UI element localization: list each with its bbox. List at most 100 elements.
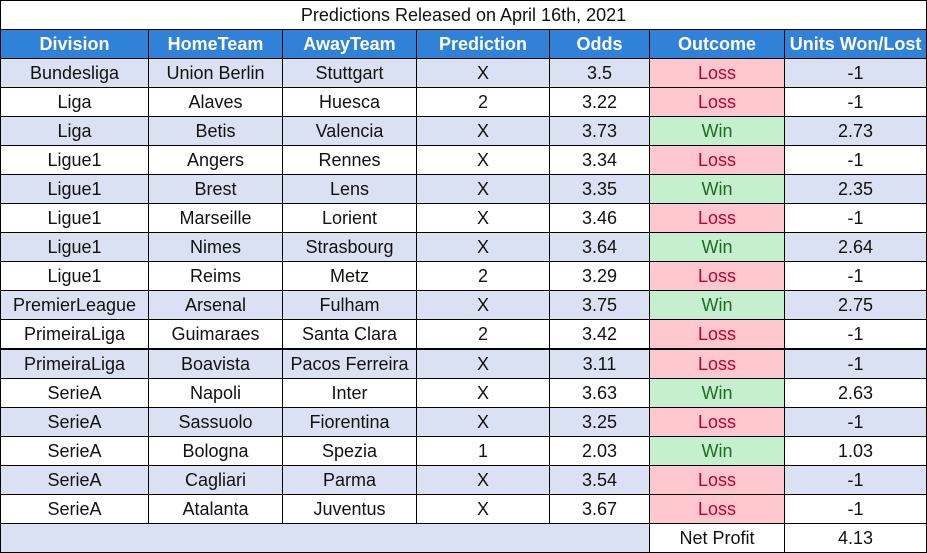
cell-units: 1.03 xyxy=(783,436,927,466)
cell-away-team: Fulham xyxy=(282,290,417,320)
cell-outcome: Loss xyxy=(649,145,785,175)
cell-units: 2.75 xyxy=(783,290,927,320)
cell-outcome: Win xyxy=(649,174,785,204)
cell-away-team: Juventus xyxy=(282,494,417,524)
cell-outcome: Win xyxy=(649,436,785,466)
cell-division: Liga xyxy=(0,87,149,117)
table-row: Ligue1 Brest Lens X 3.35 Win 2.35 xyxy=(0,174,927,204)
cell-away-team: Valencia xyxy=(282,116,417,146)
cell-odds: 2.03 xyxy=(549,436,650,466)
cell-units: -1 xyxy=(783,58,927,88)
table-row: Liga Alaves Huesca 2 3.22 Loss -1 xyxy=(0,87,927,117)
cell-home-team: Alaves xyxy=(148,87,283,117)
cell-outcome: Loss xyxy=(649,261,785,291)
column-header-prediction: Prediction xyxy=(416,29,550,59)
cell-units: -1 xyxy=(783,203,927,233)
cell-odds: 3.29 xyxy=(549,261,650,291)
cell-away-team: Lens xyxy=(282,174,417,204)
cell-home-team: Bologna xyxy=(148,436,283,466)
cell-division: Ligue1 xyxy=(0,203,149,233)
cell-home-team: Nimes xyxy=(148,232,283,262)
cell-units: -1 xyxy=(783,407,927,437)
cell-home-team: Arsenal xyxy=(148,290,283,320)
cell-home-team: Brest xyxy=(148,174,283,204)
cell-outcome: Loss xyxy=(649,465,785,495)
cell-odds: 3.63 xyxy=(549,378,650,408)
table-row: Ligue1 Reims Metz 2 3.29 Loss -1 xyxy=(0,261,927,291)
cell-outcome: Win xyxy=(649,232,785,262)
cell-away-team: Metz xyxy=(282,261,417,291)
cell-home-team: Boavista xyxy=(148,348,283,379)
cell-outcome: Win xyxy=(649,378,785,408)
cell-prediction: X xyxy=(416,203,550,233)
cell-units: -1 xyxy=(783,494,927,524)
table-row: Ligue1 Angers Rennes X 3.34 Loss -1 xyxy=(0,145,927,175)
table-row: Bundesliga Union Berlin Stuttgart X 3.5 Loss -… xyxy=(0,58,927,88)
net-profit-value: 4.13 xyxy=(783,523,927,553)
cell-odds: 3.54 xyxy=(549,465,650,495)
cell-odds: 3.67 xyxy=(549,494,650,524)
cell-division: Ligue1 xyxy=(0,232,149,262)
cell-outcome: Loss xyxy=(649,87,785,117)
cell-prediction: X xyxy=(416,58,550,88)
cell-outcome: Loss xyxy=(649,58,785,88)
column-header-home-team: HomeTeam xyxy=(148,29,283,59)
column-header-away-team: AwayTeam xyxy=(282,29,417,59)
cell-division: PrimeiraLiga xyxy=(0,319,149,350)
cell-units: -1 xyxy=(783,261,927,291)
table-row: PrimeiraLiga Guimaraes Santa Clara 2 3.42 Los… xyxy=(0,319,927,350)
cell-away-team: Pacos Ferreira xyxy=(282,348,417,379)
table-row: Liga Betis Valencia X 3.73 Win 2.73 xyxy=(0,116,927,146)
cell-home-team: Sassuolo xyxy=(148,407,283,437)
cell-away-team: Lorient xyxy=(282,203,417,233)
cell-away-team: Spezia xyxy=(282,436,417,466)
cell-odds: 3.75 xyxy=(549,290,650,320)
cell-outcome: Loss xyxy=(649,319,785,350)
cell-outcome: Loss xyxy=(649,407,785,437)
cell-away-team: Stuttgart xyxy=(282,58,417,88)
cell-division: Ligue1 xyxy=(0,261,149,291)
cell-odds: 3.34 xyxy=(549,145,650,175)
cell-units: -1 xyxy=(783,348,927,379)
cell-units: 2.35 xyxy=(783,174,927,204)
cell-division: SerieA xyxy=(0,407,149,437)
cell-units: 2.64 xyxy=(783,232,927,262)
cell-prediction: X xyxy=(416,465,550,495)
table-row: PremierLeague Arsenal Fulham X 3.75 Win 2.75 xyxy=(0,290,927,320)
cell-odds: 3.46 xyxy=(549,203,650,233)
column-header-outcome: Outcome xyxy=(649,29,785,59)
table-row: Ligue1 Marseille Lorient X 3.46 Loss -1 xyxy=(0,203,927,233)
cell-away-team: Rennes xyxy=(282,145,417,175)
cell-outcome: Win xyxy=(649,290,785,320)
cell-division: SerieA xyxy=(0,494,149,524)
cell-home-team: Union Berlin xyxy=(148,58,283,88)
cell-away-team: Fiorentina xyxy=(282,407,417,437)
cell-prediction: X xyxy=(416,407,550,437)
cell-odds: 3.5 xyxy=(549,58,650,88)
cell-units: -1 xyxy=(783,87,927,117)
cell-odds: 3.11 xyxy=(549,348,650,379)
table-title: Predictions Released on April 16th, 2021 xyxy=(0,0,927,30)
table-row: Ligue1 Nimes Strasbourg X 3.64 Win 2.64 xyxy=(0,232,927,262)
cell-prediction: X xyxy=(416,174,550,204)
column-header-odds: Odds xyxy=(549,29,650,59)
cell-home-team: Atalanta xyxy=(148,494,283,524)
cell-division: SerieA xyxy=(0,378,149,408)
cell-prediction: 2 xyxy=(416,87,550,117)
cell-away-team: Huesca xyxy=(282,87,417,117)
cell-odds: 3.22 xyxy=(549,87,650,117)
cell-units: 2.63 xyxy=(783,378,927,408)
cell-outcome: Loss xyxy=(649,203,785,233)
column-header-units: Units Won/Lost xyxy=(783,29,927,59)
net-profit-row: Net Profit 4.13 xyxy=(0,523,927,553)
cell-home-team: Cagliari xyxy=(148,465,283,495)
cell-odds: 3.35 xyxy=(549,174,650,204)
cell-home-team: Angers xyxy=(148,145,283,175)
cell-division: Liga xyxy=(0,116,149,146)
table-row: SerieA Bologna Spezia 1 2.03 Win 1.03 xyxy=(0,436,927,466)
cell-away-team: Parma xyxy=(282,465,417,495)
cell-odds: 3.42 xyxy=(549,319,650,350)
cell-home-team: Reims xyxy=(148,261,283,291)
table-row: SerieA Sassuolo Fiorentina X 3.25 Loss -1 xyxy=(0,407,927,437)
